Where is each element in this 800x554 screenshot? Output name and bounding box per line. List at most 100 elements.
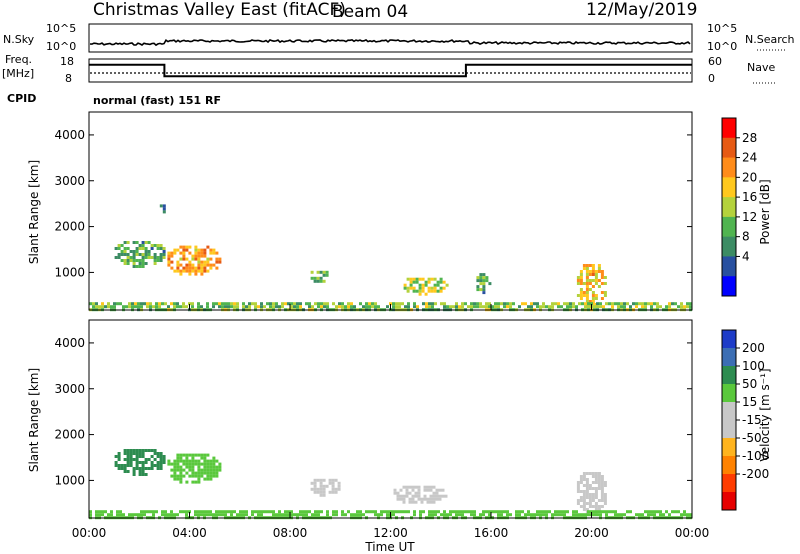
velocity-cell: [173, 465, 177, 469]
velocity-cell: [164, 510, 167, 514]
power-cell: [120, 250, 124, 253]
power-cell: [576, 276, 580, 279]
power-cell: [200, 269, 204, 273]
power-cell: [479, 282, 483, 286]
velocity-cell: [600, 490, 604, 493]
velocity-cell: [200, 453, 204, 457]
power-cell: [591, 270, 595, 273]
power-cell: [212, 248, 216, 252]
power-cell: [197, 251, 201, 255]
velocity-cell: [588, 472, 592, 475]
velocity-cell: [596, 510, 599, 514]
velocity-cell: [332, 513, 335, 517]
power-cell: [677, 305, 680, 309]
power-cell: [404, 305, 407, 309]
velocity-cell: [396, 497, 400, 501]
power-cell: [126, 247, 130, 250]
power-cell: [135, 241, 139, 244]
velocity-cell: [497, 510, 500, 514]
power-cell: [392, 302, 395, 306]
power-cell: [200, 305, 203, 309]
velocity-cell: [591, 472, 595, 475]
power-cell: [424, 280, 428, 284]
velocity-cell: [144, 473, 148, 476]
velocity-cell: [153, 458, 157, 461]
velocity-cell: [435, 488, 439, 492]
velocity-colorbar-swatch: [722, 492, 736, 511]
power-cell: [170, 260, 174, 264]
velocity-cell: [311, 513, 314, 517]
velocity-ylabel: Slant Range [km]: [27, 368, 41, 472]
power-cell: [141, 247, 145, 250]
velocity-cell: [159, 464, 163, 467]
power-cell: [582, 264, 586, 267]
power-cell: [113, 302, 116, 306]
velocity-cell: [132, 473, 136, 476]
velocity-cell: [170, 468, 174, 472]
power-cell: [212, 263, 216, 267]
power-cell: [137, 302, 140, 306]
velocity-cell: [524, 513, 527, 517]
power-cell: [197, 260, 201, 264]
velocity-cell: [179, 465, 183, 469]
velocity-cell: [659, 513, 662, 517]
power-cell: [182, 269, 186, 273]
power-cell: [452, 305, 455, 309]
velocity-cell: [582, 490, 586, 493]
power-cell: [134, 305, 137, 309]
velocity-cell: [310, 481, 314, 485]
power-cell: [594, 270, 598, 273]
velocity-cell: [396, 494, 400, 498]
velocity-cell: [176, 474, 180, 478]
power-cell: [585, 276, 589, 279]
power-cell: [230, 305, 233, 309]
power-cell: [425, 305, 428, 309]
velocity-cell: [591, 475, 595, 478]
power-cell: [597, 270, 601, 273]
power-ytick-label: 2000: [54, 220, 85, 234]
power-cell: [188, 263, 192, 267]
power-cell: [488, 305, 491, 309]
velocity-cell: [191, 462, 195, 466]
power-cell: [126, 259, 130, 262]
velocity-cell: [138, 449, 142, 452]
power-cell: [141, 259, 145, 262]
power-cell: [141, 253, 145, 256]
power-cell: [212, 251, 216, 255]
velocity-cell: [591, 481, 595, 484]
power-cell: [436, 283, 440, 287]
velocity-cell: [419, 510, 422, 514]
power-cell: [159, 253, 163, 256]
velocity-cell: [326, 510, 329, 514]
power-cell: [206, 245, 210, 249]
power-cell: [185, 266, 189, 270]
power-cell: [200, 272, 204, 276]
power-cell: [140, 302, 143, 306]
velocity-cell: [129, 452, 133, 455]
freq-tick-top: 18: [60, 55, 74, 68]
power-cell: [424, 283, 428, 287]
velocity-cell: [95, 510, 98, 514]
power-cbar-label: Power [dB]: [758, 179, 772, 244]
velocity-cell: [347, 510, 350, 514]
power-cell: [482, 276, 486, 280]
velocity-cell: [114, 455, 118, 458]
power-cell: [296, 305, 299, 309]
velocity-cell: [197, 480, 201, 484]
power-cell: [194, 251, 198, 255]
velocity-cell: [176, 477, 180, 481]
velocity-cell: [686, 513, 689, 517]
power-cell: [418, 286, 422, 290]
power-cell: [335, 305, 338, 309]
power-cell: [458, 305, 461, 309]
velocity-cell: [582, 475, 586, 478]
velocity-cell: [135, 461, 139, 464]
power-cell: [424, 292, 428, 296]
velocity-cell: [683, 513, 686, 517]
velocity-cell: [290, 510, 293, 514]
power-cell: [476, 305, 479, 309]
power-colorbar-tick-label: 8: [742, 230, 750, 244]
velocity-cell: [602, 510, 605, 514]
power-cell: [197, 266, 201, 270]
